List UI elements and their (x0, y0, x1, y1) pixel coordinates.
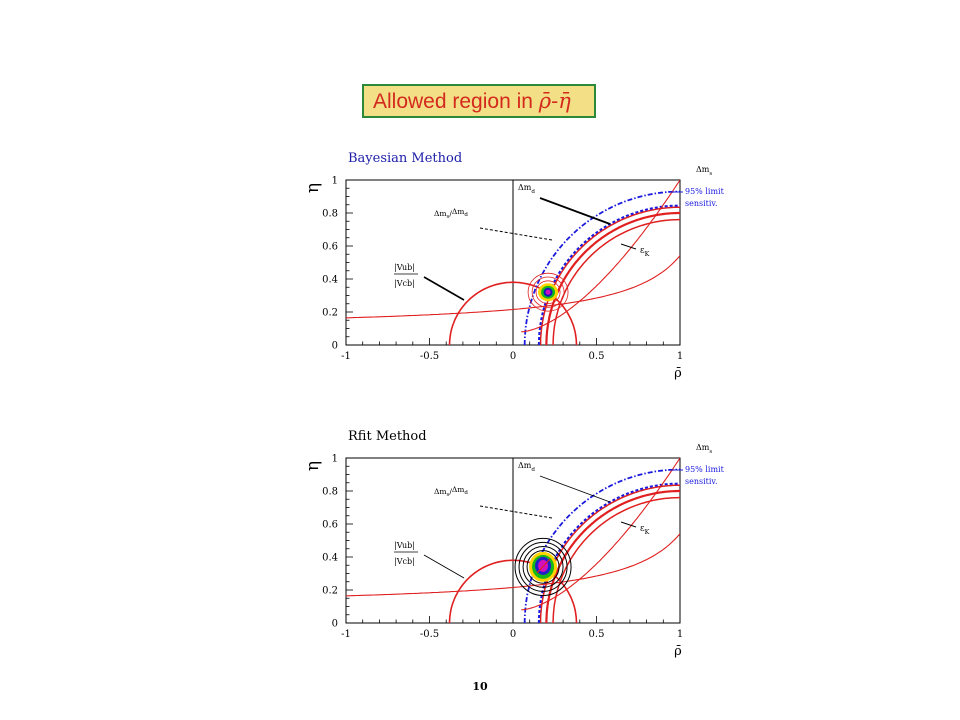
arrow-ratio (479, 505, 553, 519)
y-tick-label: 0.8 (322, 487, 338, 498)
contour-ring (518, 541, 568, 592)
plot-layer (346, 180, 680, 345)
chart-title: Rfit Method (348, 429, 427, 444)
label-ratio: Δms/Δmd (434, 207, 468, 220)
label-vcb: |Vcb| (394, 279, 415, 288)
sensitivity-circle (523, 190, 680, 345)
arrow-vub-vcb (423, 554, 465, 579)
label-delta-md: Δmd (518, 461, 535, 473)
x-tick-label: 1 (677, 629, 683, 640)
y-tick-label: 0.8 (322, 209, 338, 220)
slide-title-symbols: ρ̄-η̄ (538, 89, 571, 113)
contour-ring (531, 276, 565, 308)
x-tick-label: -0.5 (420, 629, 439, 640)
x-tick-label: -1 (341, 629, 351, 640)
epsilon-k-hyperbola-lower (346, 533, 680, 597)
y-tick-label: 0.6 (322, 520, 338, 531)
label-vcb: |Vcb| (394, 557, 415, 566)
label-epsilon-k: εK (640, 246, 650, 258)
y-tick-label: 0 (332, 619, 338, 630)
delta-md-circle (545, 211, 680, 345)
y-tick-label: 0 (332, 341, 338, 352)
y-tick-label: 0.4 (322, 275, 338, 286)
label-epsilon-k: εK (640, 524, 650, 536)
label-95-limit: 95% limit (685, 465, 725, 474)
y-tick-label: 0.4 (322, 553, 338, 564)
y-tick-label: 1 (332, 176, 338, 187)
contour-ring (535, 280, 561, 305)
y-tick-label: 1 (332, 454, 338, 465)
epsilon-k-hyperbola-lower (346, 255, 680, 319)
delta-md-circle (539, 206, 680, 345)
epsilon-k-hyperbola-upper (521, 180, 680, 333)
label-delta-ms: Δms (696, 443, 712, 455)
slide-title: Allowed region in ρ̄-η̄ (362, 84, 596, 118)
contour-fill-core (545, 289, 551, 295)
contour-ring (526, 550, 560, 584)
arrow-delta-md (539, 197, 611, 225)
y-tick-label: 0.6 (322, 242, 338, 253)
x-axis-label: ρ̄ (674, 644, 682, 659)
contour-hatch (536, 558, 551, 574)
y-tick-label: 0.2 (322, 586, 338, 597)
epsilon-k-hyperbola-upper (521, 458, 680, 611)
arrow-epsilon-k (620, 243, 637, 250)
x-tick-label: 0 (510, 629, 516, 640)
delta-md-circle (552, 496, 680, 623)
label-delta-md: Δmd (518, 183, 535, 195)
label-95-limit: 95% limit (685, 187, 725, 196)
contour-ring (522, 546, 564, 588)
x-tick-label: -0.5 (420, 351, 439, 362)
y-axis-label: η (303, 461, 323, 471)
label-sensitivity: sensitiv. (685, 199, 718, 208)
x-tick-label: 0.5 (589, 629, 605, 640)
label-ratio: Δms/Δmd (434, 485, 468, 498)
label-sensitivity: sensitiv. (685, 477, 718, 486)
sensitivity-circle (523, 468, 680, 623)
chart-title: Bayesian Method (348, 151, 462, 166)
y-tick-label: 0.2 (322, 308, 338, 319)
delta-md-circle (539, 484, 680, 623)
delta-md-circle (552, 218, 680, 345)
arrow-delta-md (539, 475, 611, 503)
delta-ms-limit-circle (537, 204, 680, 345)
y-axis-label: η (303, 183, 323, 193)
arrow-ratio (479, 227, 553, 241)
arrow-vub-vcb (423, 276, 465, 301)
label-vub: |Vub| (394, 263, 415, 272)
page-number: 10 (472, 680, 488, 693)
x-tick-label: 0.5 (589, 351, 605, 362)
x-axis-label: ρ̄ (674, 366, 682, 381)
x-tick-label: -1 (341, 351, 351, 362)
slide-title-prefix: Allowed region in (373, 90, 539, 113)
label-delta-ms: Δms (696, 165, 712, 177)
label-vub: |Vub| (394, 541, 415, 550)
arrow-epsilon-k (620, 521, 637, 528)
contour-ring (514, 537, 572, 596)
x-tick-label: 1 (677, 351, 683, 362)
chart-rfit: Rfit Method-1 -0.5 0 0.5 100.20.40.60.81ηρ̄Δ… (303, 429, 725, 659)
x-tick-label: 0 (510, 351, 516, 362)
plot-layer (346, 458, 680, 623)
chart-bayesian: Bayesian Method -1 -0.5 0 0.5 1 0 0.2 0.4 0.6 0.8 1… (303, 151, 725, 381)
delta-md-circle (545, 489, 680, 623)
contour-ring (527, 272, 569, 312)
